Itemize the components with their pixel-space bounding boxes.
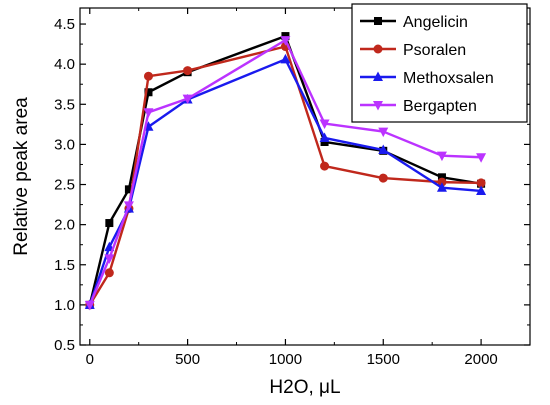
x-tick-label: 0 — [86, 351, 94, 368]
series-line-angelicin — [88, 34, 482, 306]
data-point-angelicin — [105, 219, 114, 228]
legend-marker-methoxsalen — [373, 71, 383, 81]
plot-frame — [79, 7, 531, 346]
y-tick-label: 3.5 — [54, 96, 75, 113]
data-point-bergapten — [123, 201, 134, 211]
legend: Angelicin Psoralen Methoxsalen Bergapten — [351, 3, 528, 123]
y-tick-label: 2.0 — [54, 217, 75, 234]
y-axis-title: Relative peak area — [11, 97, 32, 256]
data-point-methoxsalen — [476, 185, 487, 195]
series-bergapten — [84, 36, 487, 311]
x-tick-label: 1000 — [269, 351, 302, 368]
legend-label-methoxsalen: Methoxsalen — [403, 70, 494, 87]
series-line-methoxsalen — [88, 58, 482, 306]
series-line-bergapten — [88, 38, 482, 306]
y-tick-label: 4.5 — [54, 16, 75, 33]
data-point-bergapten — [104, 254, 115, 264]
data-point-bergapten — [436, 151, 447, 162]
series-line-psoralen — [88, 45, 482, 306]
data-point-psoralen — [143, 71, 153, 81]
data-point-psoralen — [104, 268, 114, 278]
data-point-angelicin — [281, 32, 290, 41]
data-point-psoralen — [183, 66, 193, 76]
data-point-angelicin — [437, 173, 446, 182]
data-point-psoralen — [378, 173, 388, 183]
y-tick-label: 1.0 — [54, 297, 75, 314]
legend-marker-psoralen — [373, 44, 383, 54]
legend-marker-bergapten — [373, 101, 383, 111]
x-tick-label: 500 — [175, 351, 200, 368]
data-point-bergapten — [476, 153, 487, 163]
data-point-bergapten — [319, 119, 330, 130]
axis-titles: H2O, μL Relative peak area — [11, 97, 341, 398]
data-point-angelicin — [320, 137, 329, 146]
data-point-psoralen — [476, 178, 486, 188]
data-point-bergapten — [84, 300, 95, 311]
data-point-bergapten — [143, 108, 154, 118]
series-layer — [84, 32, 487, 311]
y-tick-label: 3.0 — [54, 136, 75, 153]
y-tick-label: 4.0 — [54, 56, 75, 73]
legend-label-psoralen: Psoralen — [403, 42, 466, 59]
legend-label-bergapten: Bergapten — [403, 98, 477, 115]
data-point-methoxsalen — [319, 132, 330, 142]
data-point-methoxsalen — [378, 144, 389, 155]
data-point-methoxsalen — [436, 182, 447, 192]
data-point-angelicin — [144, 88, 153, 97]
data-point-bergapten — [378, 127, 389, 138]
x-axis-title: H2O, μL — [269, 377, 340, 398]
data-point-psoralen — [437, 177, 447, 187]
data-point-psoralen — [320, 161, 330, 171]
x-tick-label: 2000 — [464, 351, 497, 368]
data-point-bergapten — [182, 94, 193, 105]
legend-marker-angelicin — [374, 17, 382, 25]
data-point-bergapten — [280, 36, 291, 46]
y-tick-label: 1.5 — [54, 257, 75, 274]
y-tick-label: 2.5 — [54, 177, 75, 194]
data-point-methoxsalen — [280, 53, 291, 64]
y-tick-label: 0.5 — [54, 337, 75, 354]
axes: 0 500 1000 1500 2000 0.5 1.0 1.5 2.0 2.5 3.0 3.5 4.0… — [54, 7, 531, 368]
data-point-angelicin — [124, 185, 133, 194]
x-tick-label: 1500 — [367, 351, 400, 368]
legend-label-angelicin: Angelicin — [403, 14, 468, 31]
